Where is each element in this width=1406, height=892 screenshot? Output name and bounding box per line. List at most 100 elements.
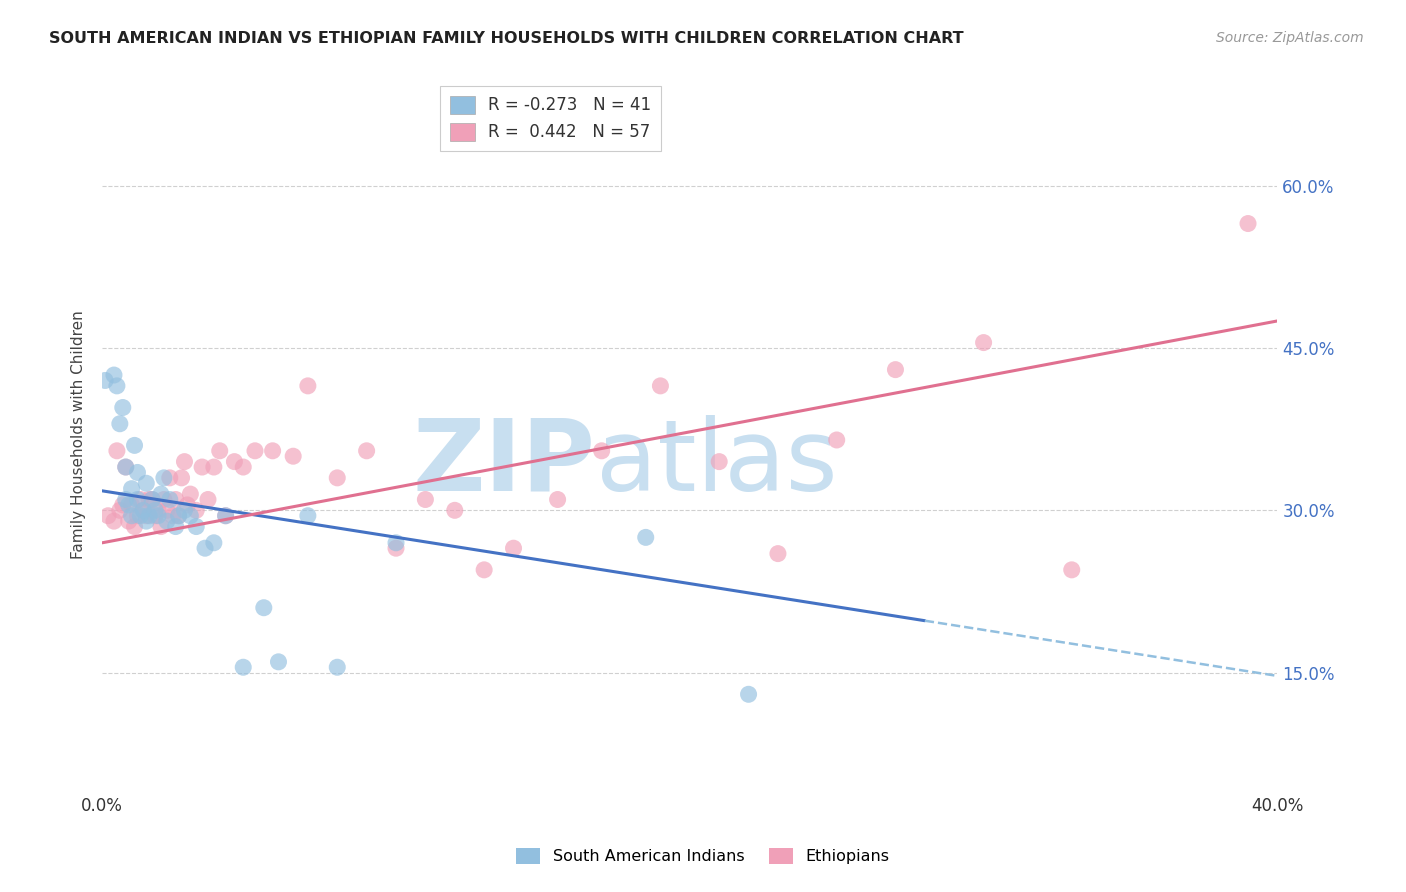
Point <box>326 471 349 485</box>
Point <box>766 547 789 561</box>
Point <box>186 519 208 533</box>
Point <box>179 487 201 501</box>
Point <box>197 492 219 507</box>
Point <box>191 460 214 475</box>
Point <box>108 417 131 431</box>
Point <box>179 508 201 523</box>
Point <box>127 508 149 523</box>
Point <box>118 514 141 528</box>
Point <box>737 687 759 701</box>
Point <box>127 492 149 507</box>
Point <box>165 492 187 507</box>
Point <box>283 449 305 463</box>
Point <box>153 471 176 485</box>
Point <box>121 498 143 512</box>
Point <box>214 508 236 523</box>
Point <box>114 460 136 475</box>
Point <box>232 660 254 674</box>
Point <box>103 368 125 382</box>
Point <box>167 508 190 523</box>
Point <box>153 492 176 507</box>
Point <box>356 443 378 458</box>
Point <box>267 655 290 669</box>
Point <box>114 492 136 507</box>
Point <box>132 503 155 517</box>
Point <box>167 508 190 523</box>
Point <box>138 492 160 507</box>
Point <box>146 508 169 523</box>
Legend: R = -0.273   N = 41, R =  0.442   N = 57: R = -0.273 N = 41, R = 0.442 N = 57 <box>440 86 661 152</box>
Point <box>202 460 225 475</box>
Point <box>156 514 179 528</box>
Point <box>127 466 149 480</box>
Point <box>141 492 163 507</box>
Point <box>121 482 143 496</box>
Text: SOUTH AMERICAN INDIAN VS ETHIOPIAN FAMILY HOUSEHOLDS WITH CHILDREN CORRELATION C: SOUTH AMERICAN INDIAN VS ETHIOPIAN FAMIL… <box>49 31 965 46</box>
Point <box>186 503 208 517</box>
Point <box>194 541 217 556</box>
Point <box>103 514 125 528</box>
Point <box>159 492 181 507</box>
Point <box>114 460 136 475</box>
Point <box>243 443 266 458</box>
Point <box>132 503 155 517</box>
Point <box>149 519 172 533</box>
Y-axis label: Family Households with Children: Family Households with Children <box>72 310 86 559</box>
Point <box>111 401 134 415</box>
Point <box>173 503 195 517</box>
Point <box>170 471 193 485</box>
Text: atlas: atlas <box>596 415 838 512</box>
Point <box>135 508 157 523</box>
Point <box>884 362 907 376</box>
Point <box>97 508 120 523</box>
Point <box>108 503 131 517</box>
Point <box>214 508 236 523</box>
Point <box>111 498 134 512</box>
Point <box>202 536 225 550</box>
Point <box>591 443 613 458</box>
Point <box>138 508 160 523</box>
Point <box>502 541 524 556</box>
Point <box>118 498 141 512</box>
Point <box>165 519 187 533</box>
Point <box>443 503 465 517</box>
Text: Source: ZipAtlas.com: Source: ZipAtlas.com <box>1216 31 1364 45</box>
Point <box>385 536 408 550</box>
Point <box>385 541 408 556</box>
Point <box>709 455 731 469</box>
Point <box>105 379 128 393</box>
Point <box>297 379 319 393</box>
Point <box>262 443 284 458</box>
Point <box>135 476 157 491</box>
Point <box>326 660 349 674</box>
Point <box>94 374 117 388</box>
Point <box>1060 563 1083 577</box>
Point <box>143 503 166 517</box>
Point <box>141 492 163 507</box>
Point <box>149 487 172 501</box>
Point <box>143 508 166 523</box>
Point <box>297 508 319 523</box>
Point <box>176 498 198 512</box>
Point <box>1237 217 1260 231</box>
Point <box>129 508 152 523</box>
Point <box>135 514 157 528</box>
Point <box>129 492 152 507</box>
Point <box>162 508 184 523</box>
Point <box>208 443 231 458</box>
Point <box>634 530 657 544</box>
Point <box>547 492 569 507</box>
Point <box>159 471 181 485</box>
Point <box>173 455 195 469</box>
Point <box>973 335 995 350</box>
Point <box>224 455 246 469</box>
Point <box>253 600 276 615</box>
Point <box>415 492 437 507</box>
Point <box>124 519 146 533</box>
Point <box>232 460 254 475</box>
Point <box>124 438 146 452</box>
Point <box>146 503 169 517</box>
Point <box>650 379 672 393</box>
Point <box>105 443 128 458</box>
Point <box>472 563 495 577</box>
